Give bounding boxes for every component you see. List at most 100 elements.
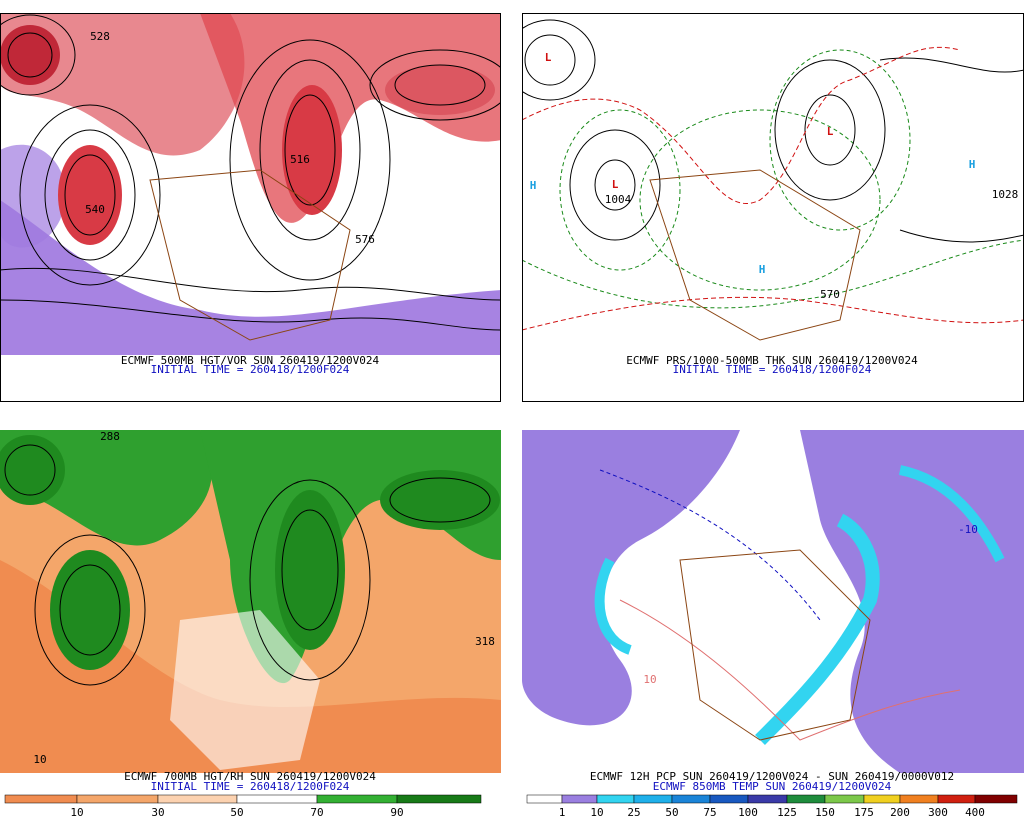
map-shape (369, 49, 500, 121)
map-prs (523, 14, 1023, 355)
colorbar-segment (157, 794, 238, 804)
map-shape (281, 509, 339, 631)
map-label: 576 (355, 233, 375, 246)
map-shape (1, 267, 500, 301)
map-shape (569, 129, 661, 241)
map-shape (170, 610, 320, 770)
colorbar-segment (937, 794, 976, 804)
map-shape (64, 154, 116, 236)
colorbar-segment (561, 794, 598, 804)
caption: ECMWF 500MB HGT/VOR SUN 260419/1200V024 (121, 354, 380, 367)
map-label: -10 (958, 523, 978, 536)
map-pcp (522, 430, 1024, 773)
map-shape (284, 94, 336, 206)
map-shape (7, 32, 53, 78)
colorbar-segment (4, 794, 78, 804)
map-shape (774, 59, 886, 201)
map-shape (523, 46, 1023, 331)
colorbar-label: 1 (559, 806, 566, 819)
map-shape (34, 534, 146, 686)
map-shape (1, 14, 245, 156)
caption: ECMWF 700MB HGT/RH SUN 260419/1200V024 (124, 770, 376, 783)
map-shape (0, 560, 501, 773)
map-shape (755, 513, 880, 745)
colorbar-segment (709, 794, 749, 804)
map-label: 1028 (992, 188, 1019, 201)
colorbar-segment (236, 794, 318, 804)
map-shape (619, 599, 961, 741)
colorbar-label: 50 (230, 806, 243, 819)
map-shape (679, 549, 871, 741)
map-shape (19, 104, 161, 286)
map-label: 10 (643, 673, 656, 686)
colorbar-segment (974, 794, 1018, 804)
map-shape (649, 169, 861, 341)
map-shape (50, 550, 130, 670)
map-shape (4, 444, 491, 686)
map-shape (380, 470, 500, 530)
map-shape (259, 59, 361, 241)
map-shape (149, 169, 351, 341)
colorbar-segment (596, 794, 635, 804)
colorbar-segment (786, 794, 826, 804)
colorbar-label: 100 (738, 806, 758, 819)
map-shape (385, 65, 495, 115)
map-shape (769, 49, 911, 231)
map-shape (523, 19, 596, 101)
map-label: 570 (820, 288, 840, 301)
colorbar-segment (396, 794, 482, 804)
init-time: INITIAL TIME = 260418/1200F024 (151, 363, 350, 376)
colorbar-segment (633, 794, 673, 804)
colorbar-segment (671, 794, 711, 804)
map-label: 1004 (605, 193, 632, 206)
colorbar-label: 50 (665, 806, 678, 819)
map-shape (559, 109, 681, 271)
init-time: ECMWF 850MB TEMP SUN 260419/1200V024 (653, 780, 892, 793)
map-shape (1, 25, 60, 85)
map-shape (804, 94, 856, 166)
colorbar-label: 175 (854, 806, 874, 819)
colorbar-label: 150 (815, 806, 835, 819)
colorbar-segment (526, 794, 563, 804)
colorbar-label: 200 (890, 806, 910, 819)
map-shape (594, 159, 636, 211)
map-shape (523, 46, 961, 204)
map-700mb (0, 430, 501, 773)
caption: ECMWF PRS/1000-500MB THK SUN 260419/1200… (626, 354, 918, 367)
map-shape (1, 200, 500, 355)
map-label: H (759, 263, 766, 276)
colorbar-label: 300 (928, 806, 948, 819)
map-label: L (545, 51, 552, 64)
colorbar-segment (747, 794, 788, 804)
map-shape (523, 19, 1023, 243)
colorbar-segment (863, 794, 901, 804)
map-label: 516 (290, 153, 310, 166)
map-shape (599, 469, 821, 621)
map-shape (282, 85, 342, 215)
colorbar-label: 25 (627, 806, 640, 819)
colorbar-segment (824, 794, 865, 804)
map-shape (522, 430, 740, 726)
map-shape (4, 444, 56, 496)
colorbar-segment (76, 794, 159, 804)
map-500mb (1, 14, 500, 355)
colorbar-label: 75 (703, 806, 716, 819)
map-shape (0, 435, 65, 505)
map-label: 318 (475, 635, 495, 648)
map-shape (1, 14, 500, 331)
colorbar-segment (316, 794, 398, 804)
map-label: 540 (85, 203, 105, 216)
map-shape (523, 14, 1023, 355)
map-shape (1, 299, 500, 331)
colorbar-label: 10 (590, 806, 603, 819)
map-shape (249, 479, 371, 681)
map-shape (59, 564, 121, 656)
map-shape (58, 145, 122, 245)
map-shape (899, 229, 1023, 243)
map-shape (879, 57, 1023, 73)
colorbar-label: 30 (151, 806, 164, 819)
colorbar-label: 125 (777, 806, 797, 819)
map-shape (229, 39, 391, 281)
